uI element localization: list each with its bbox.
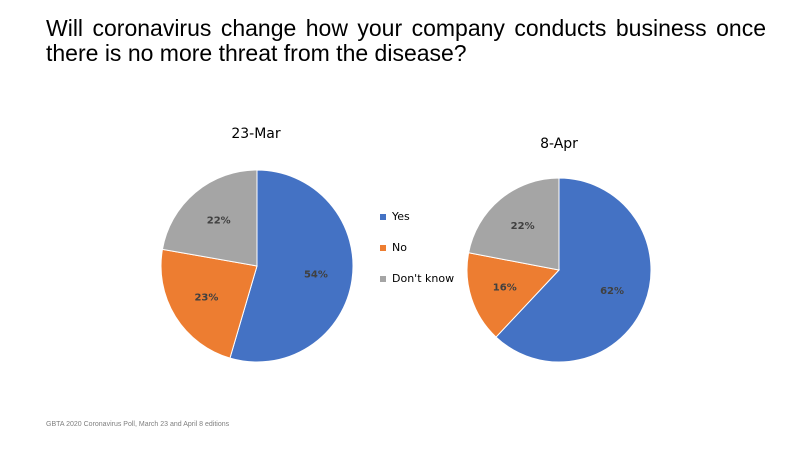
legend-item-dont-know: Don't know [380,263,454,294]
pie-title-mar23: 23-Mar [231,126,281,142]
data-label-dont-know: 22% [511,221,535,232]
legend-swatch-dont-know [380,275,386,282]
pie-slice-yes [229,169,354,363]
data-label-no: 23% [194,292,218,303]
chart-legend: Yes No Don't know [380,201,454,294]
legend-swatch-yes [380,213,386,220]
legend-label-no: No [392,241,407,254]
legend-label-yes: Yes [392,210,410,223]
pie-slice-no [160,248,258,359]
pie-chart-apr8: 62% 16% 22% [466,177,652,363]
legend-item-no: No [380,232,454,263]
source-note: GBTA 2020 Coronavirus Poll, March 23 and… [46,421,230,428]
legend-swatch-no [380,244,386,251]
legend-label-dont-know: Don't know [392,272,455,285]
pie-slice-yes [495,177,652,363]
slide-title: Will coronavirus change how your company… [46,15,766,66]
pie-slice-no [466,252,560,338]
data-label-dont-know: 22% [207,215,231,226]
pie-title-apr8: 8-Apr [540,136,578,152]
legend-item-yes: Yes [380,201,454,232]
data-label-no: 16% [493,283,517,294]
data-label-yes: 54% [304,269,328,280]
pie-slice-dont-know [468,177,560,271]
pie-chart-mar23: 54% 23% 22% [160,169,354,363]
pie-slice-dont-know [161,169,258,267]
data-label-yes: 62% [600,286,624,297]
